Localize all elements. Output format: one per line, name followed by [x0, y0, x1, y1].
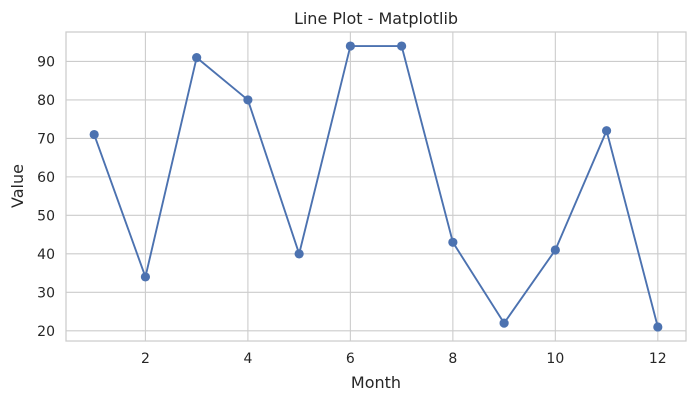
- x-tick-label-8: 8: [448, 351, 457, 367]
- plot-frame: [65, 31, 687, 342]
- y-tick-label-70: 70: [37, 131, 55, 147]
- x-tick-label-10: 10: [546, 351, 564, 367]
- x-axis-label: Month: [351, 373, 401, 392]
- data-point-1: [89, 129, 99, 140]
- y-tick-label-80: 80: [37, 93, 55, 109]
- y-tick-label-90: 90: [37, 54, 55, 70]
- tick-labels: 2 4 6 8 10 12 20 30 40 50 60 70 80 90: [37, 54, 667, 367]
- y-tick-label-20: 20: [37, 324, 55, 340]
- y-tick-label-50: 50: [37, 208, 55, 224]
- series: [89, 41, 663, 332]
- data-point-2: [140, 272, 151, 282]
- data-point-11: [601, 126, 612, 136]
- data-point-9: [499, 318, 509, 328]
- x-tick-label-6: 6: [346, 351, 355, 367]
- data-point-10: [550, 245, 560, 255]
- x-tick-label-4: 4: [243, 351, 252, 367]
- x-tick-label-2: 2: [141, 351, 150, 367]
- y-axis-label: Value: [8, 164, 27, 208]
- y-tick-label-60: 60: [37, 170, 55, 186]
- data-point-5: [294, 249, 304, 259]
- data-point-6: [345, 41, 355, 51]
- y-tick-label-40: 40: [37, 247, 55, 263]
- data-point-4: [243, 95, 253, 105]
- data-point-7: [397, 41, 407, 51]
- x-tick-label-12: 12: [649, 351, 667, 367]
- series-line-0: [93, 45, 659, 328]
- data-point-3: [192, 52, 202, 63]
- chart-title: Line Plot - Matplotlib: [294, 9, 458, 28]
- data-point-8: [448, 237, 458, 247]
- y-tick-label-30: 30: [37, 285, 55, 301]
- data-point-12: [653, 322, 663, 332]
